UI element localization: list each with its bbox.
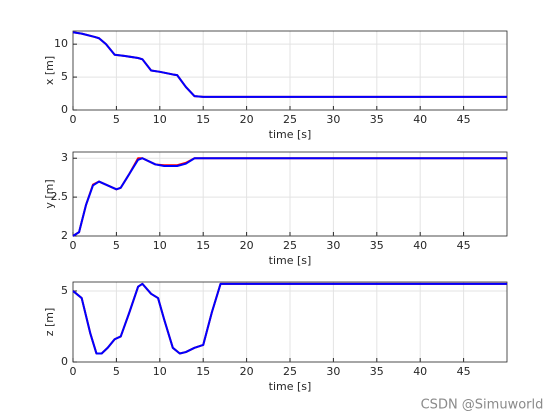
x-tick-label: 0	[70, 239, 77, 252]
x-axis-label: time [s]	[269, 254, 312, 267]
x-tick-label: 25	[283, 239, 297, 252]
y-tick-label: 5	[61, 284, 68, 297]
axes-box	[72, 281, 508, 363]
y-axis-label: z [m]	[43, 308, 56, 337]
x-tick-label: 0	[70, 365, 77, 378]
y-tick-label: 0	[61, 355, 68, 368]
x-axis-label: time [s]	[269, 128, 312, 141]
x-tick-label: 10	[153, 113, 167, 126]
x-tick-label: 5	[113, 239, 120, 252]
x-tick-label: 45	[457, 113, 471, 126]
y-tick-label: 3	[61, 151, 68, 164]
x-tick-label: 15	[196, 239, 210, 252]
y-tick-label: 0	[61, 103, 68, 116]
x-tick-label: 40	[413, 113, 427, 126]
x-tick-label: 30	[326, 365, 340, 378]
x-tick-label: 20	[240, 365, 254, 378]
data-line	[72, 157, 507, 237]
x-tick-label: 35	[370, 365, 384, 378]
watermark: CSDN @Simuworld	[421, 398, 544, 413]
x-tick-label: 40	[413, 239, 427, 252]
x-tick-label: 5	[113, 113, 120, 126]
data-line	[72, 31, 507, 98]
axes-box	[72, 151, 508, 237]
y-tick-label: 5	[61, 70, 68, 83]
data-line	[72, 282, 507, 355]
y-axis-label: x [m]	[43, 56, 56, 85]
x-axis-label: time [s]	[269, 380, 312, 393]
x-tick-label: 25	[283, 365, 297, 378]
x-tick-label: 20	[240, 113, 254, 126]
x-tick-label: 0	[70, 113, 77, 126]
x-tick-label: 15	[196, 113, 210, 126]
x-tick-label: 35	[370, 113, 384, 126]
x-tick-label: 20	[240, 239, 254, 252]
axes-box	[72, 30, 508, 111]
y-axis-label: y [m]	[43, 179, 56, 208]
x-tick-label: 30	[326, 239, 340, 252]
x-tick-label: 35	[370, 239, 384, 252]
y-tick-label: 2.5	[51, 190, 69, 203]
x-tick-label: 25	[283, 113, 297, 126]
x-tick-label: 5	[113, 365, 120, 378]
x-tick-label: 15	[196, 365, 210, 378]
x-tick-label: 30	[326, 113, 340, 126]
y-tick-label: 10	[54, 37, 68, 50]
x-tick-label: 10	[153, 365, 167, 378]
x-tick-label: 40	[413, 365, 427, 378]
y-tick-label: 2	[61, 229, 68, 242]
x-tick-label: 10	[153, 239, 167, 252]
x-tick-label: 45	[457, 365, 471, 378]
x-tick-label: 45	[457, 239, 471, 252]
